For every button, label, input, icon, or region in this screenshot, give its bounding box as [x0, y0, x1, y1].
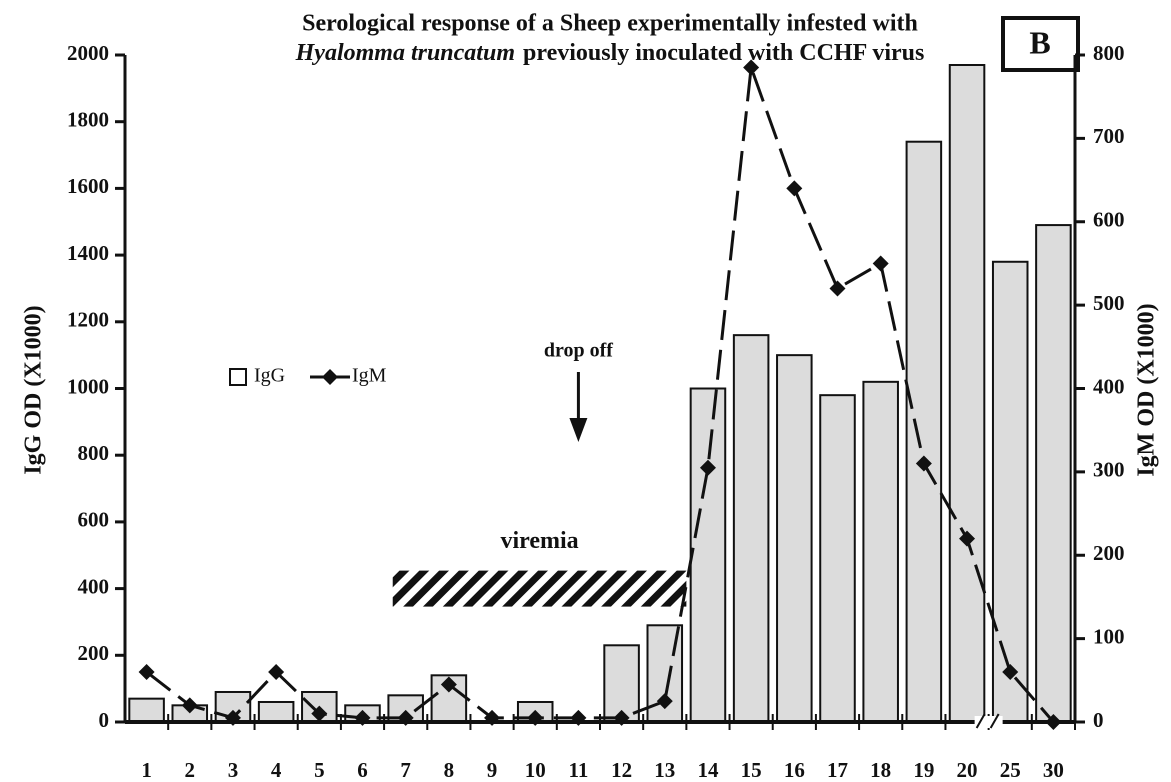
igm-marker	[786, 180, 803, 197]
axis-break-gap	[974, 716, 1003, 728]
chart-title: Serological response of a Sheep experime…	[302, 11, 918, 37]
igg-bar	[128, 697, 165, 724]
igm-marker	[354, 709, 371, 726]
x-tick-label: 15	[741, 758, 762, 782]
y-tick-label: 200	[78, 641, 110, 665]
x-tick-label: 19	[913, 758, 934, 782]
y2-tick-label: 600	[1093, 208, 1125, 232]
y2-tick-label: 400	[1093, 374, 1125, 398]
y-tick-label: 0	[99, 708, 110, 732]
x-tick-label: 13	[654, 758, 675, 782]
igg-bar	[776, 354, 813, 723]
igm-marker	[181, 697, 198, 714]
igg-bar	[1035, 224, 1072, 724]
x-tick-label: 10	[525, 758, 546, 782]
y-tick-label: 2000	[67, 41, 109, 65]
drop-off-arrowhead	[569, 418, 588, 442]
panel-box	[1001, 16, 1080, 72]
igg-bar	[732, 334, 770, 723]
x-tick-label: 25	[1000, 758, 1021, 782]
y-axis-label: IgG OD (X1000)	[21, 305, 47, 474]
x-tick-label: 7	[400, 758, 411, 782]
x-tick-label: 5	[314, 758, 325, 782]
y-tick-label: 1000	[67, 374, 109, 398]
igm-marker	[1045, 714, 1062, 730]
igm-marker	[872, 255, 889, 272]
igm-marker	[397, 709, 414, 726]
y2-tick-label: 700	[1093, 124, 1125, 148]
legend-label: IgG	[254, 365, 285, 387]
igg-bar	[257, 700, 295, 723]
viremia-bar	[392, 570, 687, 607]
igg-bar	[948, 64, 986, 723]
igm-line	[145, 67, 1055, 723]
x-tick-label: 17	[827, 758, 848, 782]
chart-subtitle: Hyalomma truncatum previously inoculated …	[295, 40, 925, 66]
igm-marker	[613, 709, 630, 726]
species: Hyalomma truncatum	[295, 40, 515, 66]
legend-swatch	[229, 368, 247, 386]
igg-bar	[862, 380, 899, 723]
igm-marker	[311, 705, 328, 722]
igm-marker	[1002, 663, 1019, 680]
y2-tick-label: 800	[1093, 41, 1125, 65]
axis-break	[989, 713, 1000, 729]
x-tick-label: 4	[271, 758, 282, 782]
y-tick-label: 800	[78, 441, 110, 465]
axis-break	[975, 713, 986, 729]
y2-tick-label: 0	[1093, 708, 1104, 732]
y-tick-label: 1400	[67, 241, 109, 265]
y2-axis-label: IgM OD (X1000)	[1134, 303, 1160, 476]
y-tick-label: 1800	[67, 108, 109, 132]
subtitle-rest: previously inoculated with CCHF virus	[523, 40, 924, 66]
igm-marker	[484, 709, 501, 726]
y2-tick-label: 500	[1093, 291, 1125, 315]
igm-marker	[656, 693, 673, 710]
igg-bar	[689, 387, 727, 723]
igm-marker	[959, 530, 976, 547]
x-tick-label: 30	[1043, 758, 1064, 782]
legend-marker	[322, 369, 338, 385]
x-tick-label: 14	[697, 758, 719, 782]
y-tick-label: 600	[78, 508, 110, 532]
x-tick-label: 9	[487, 758, 498, 782]
igg-bar	[991, 260, 1029, 723]
x-tick-label: 2	[185, 758, 196, 782]
x-tick-label: 3	[228, 758, 239, 782]
x-tick-label: 1	[141, 758, 152, 782]
igm-marker	[829, 280, 846, 297]
x-tick-label: 20	[957, 758, 978, 782]
igm-marker	[699, 459, 716, 476]
y-tick-label: 1600	[67, 174, 109, 198]
x-tick-label: 6	[357, 758, 368, 782]
x-tick-label: 12	[611, 758, 632, 782]
x-tick-label: 18	[870, 758, 891, 782]
igm-marker	[268, 663, 285, 680]
igm-marker	[440, 676, 457, 693]
igm-marker	[138, 663, 155, 680]
igm-marker	[743, 59, 760, 76]
igm-marker	[527, 709, 544, 726]
y2-tick-label: 200	[1093, 541, 1125, 565]
panel-label: B	[1029, 24, 1050, 60]
y2-tick-label: 100	[1093, 624, 1125, 648]
x-tick-label: 8	[444, 758, 455, 782]
igg-bar	[905, 140, 943, 723]
igm-marker	[570, 709, 587, 726]
igm-marker	[224, 709, 241, 726]
legend-label: IgM	[352, 365, 387, 387]
x-tick-label: 11	[568, 758, 588, 782]
igg-bar	[819, 394, 856, 723]
y-tick-label: 400	[78, 574, 110, 598]
y2-tick-label: 300	[1093, 458, 1125, 482]
y-tick-label: 1200	[67, 308, 109, 332]
viremia-label: viremia	[500, 528, 578, 554]
igm-marker	[915, 455, 932, 472]
drop-off-label: drop off	[544, 340, 613, 362]
x-tick-label: 16	[784, 758, 805, 782]
